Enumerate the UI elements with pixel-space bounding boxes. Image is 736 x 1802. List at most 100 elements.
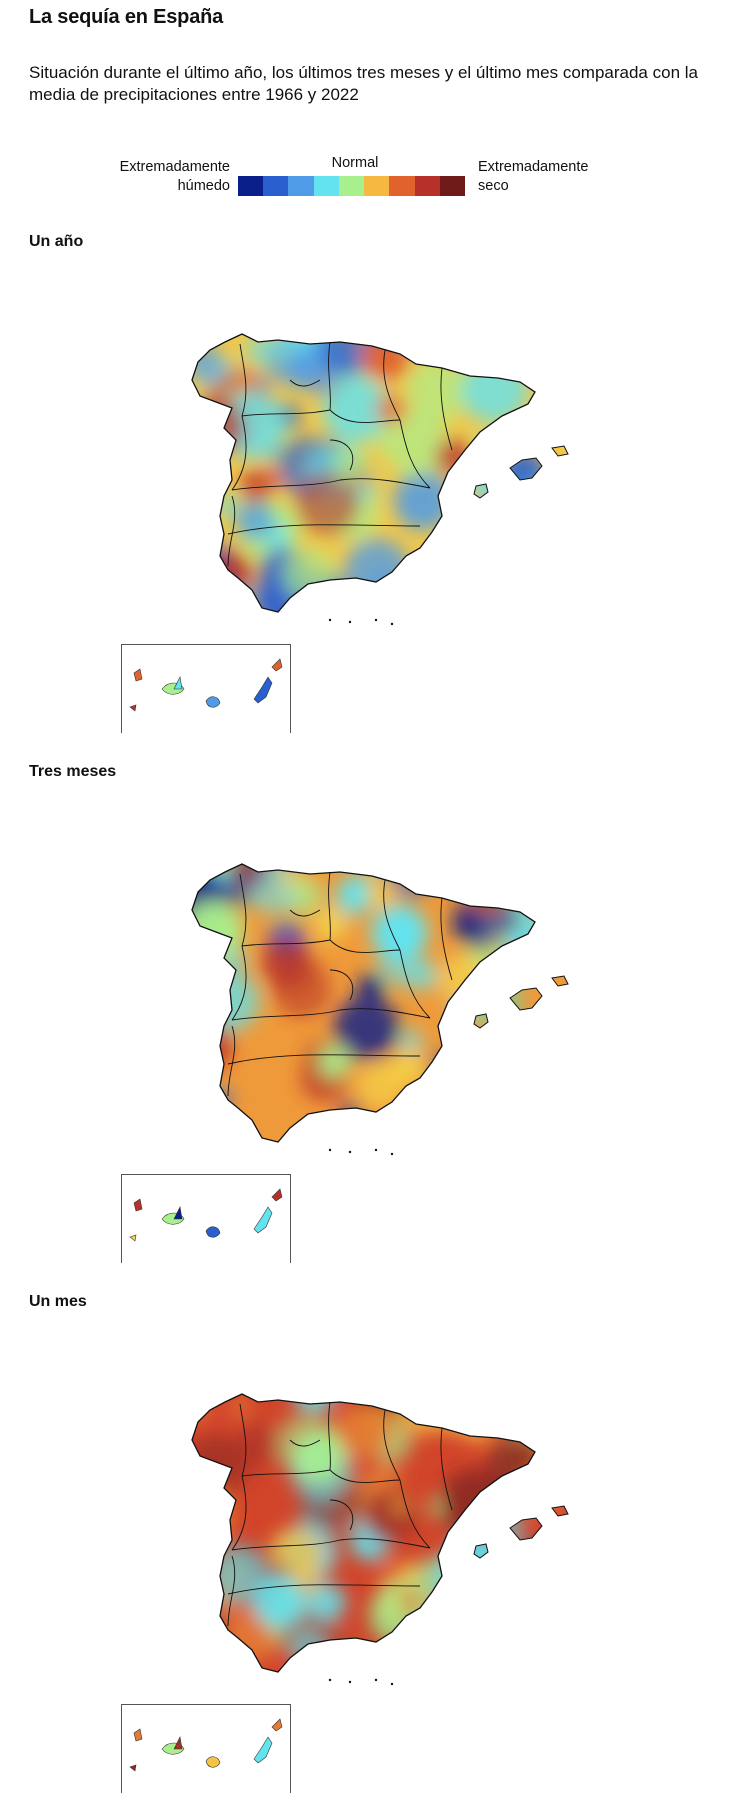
legend-normal-label: Normal xyxy=(331,155,379,171)
region-border xyxy=(227,524,421,535)
region-border xyxy=(239,343,247,417)
canary-island xyxy=(205,1226,221,1238)
region-border xyxy=(231,1539,341,1551)
precipitation-field xyxy=(192,334,568,612)
balearic-outline xyxy=(551,445,569,457)
canary-island xyxy=(173,676,183,690)
region-border xyxy=(227,1584,421,1595)
legend-swatch xyxy=(364,176,390,196)
spain-outline xyxy=(191,863,536,1143)
region-border xyxy=(227,1555,236,1627)
page-title: La sequía en España xyxy=(29,6,224,28)
region-border xyxy=(241,409,331,417)
region-border xyxy=(231,945,247,1021)
balearic-outline xyxy=(473,1013,489,1029)
canary-islands-map xyxy=(129,1188,283,1242)
legend-swatch xyxy=(313,176,339,196)
inset-canary-islands-tres-meses xyxy=(121,1174,291,1263)
spain-outline xyxy=(191,333,536,613)
legend-dry-label: Extremadamente seco xyxy=(478,158,588,196)
canary-island xyxy=(253,676,273,704)
minor-territory xyxy=(328,1678,332,1682)
balearic-outline xyxy=(473,483,489,499)
spain-outline xyxy=(191,1393,536,1673)
region-border xyxy=(328,871,331,941)
region-border xyxy=(329,969,354,1001)
region-border xyxy=(239,1403,247,1477)
panel-label-un-ano: Un año xyxy=(29,233,84,250)
legend-swatch xyxy=(414,176,440,196)
region-border xyxy=(329,439,354,471)
map-un-mes xyxy=(191,1393,569,1686)
balearic-outline xyxy=(509,457,543,481)
region-border xyxy=(383,349,401,421)
map-tres-meses xyxy=(191,863,569,1156)
minor-territory xyxy=(374,1148,378,1152)
minor-territory xyxy=(348,620,352,624)
canary-island xyxy=(133,668,143,682)
canary-island xyxy=(271,1718,283,1732)
inset-canary-islands-un-ano xyxy=(121,644,291,733)
region-border xyxy=(328,341,331,411)
legend-swatch xyxy=(389,176,415,196)
canary-island xyxy=(173,1206,183,1220)
canary-island xyxy=(253,1736,273,1764)
minor-territory xyxy=(348,1680,352,1684)
minor-territory xyxy=(374,618,378,622)
region-border xyxy=(329,409,401,423)
canary-islands-map xyxy=(129,1718,283,1772)
region-border xyxy=(289,909,321,917)
balearic-outline xyxy=(509,1517,543,1541)
region-border xyxy=(241,1469,331,1477)
region-border xyxy=(231,479,341,491)
page-subtitle: Situación durante el último año, los últ… xyxy=(29,63,698,104)
legend-dry-line2: seco xyxy=(478,178,509,194)
legend-swatch xyxy=(338,176,365,196)
legend-wet-label: Extremadamente húmedo xyxy=(120,158,230,196)
legend-swatch xyxy=(263,176,289,196)
minor-territory xyxy=(328,618,332,622)
legend-swatch xyxy=(439,176,465,196)
canary-island xyxy=(129,704,137,712)
region-border xyxy=(383,1409,401,1481)
balearic-outline xyxy=(473,1543,489,1559)
region-border xyxy=(329,1469,401,1483)
region-border xyxy=(440,897,453,981)
region-border xyxy=(399,949,431,1019)
inset-canary-islands-un-mes xyxy=(121,1704,291,1793)
canary-islands-map xyxy=(129,658,283,712)
panel-label-un-mes: Un mes xyxy=(29,1293,87,1310)
minor-territory xyxy=(348,1150,352,1154)
balearic-outline xyxy=(551,975,569,987)
legend-dry-line1: Extremadamente xyxy=(478,159,589,175)
balearic-outline xyxy=(551,1505,569,1517)
region-border xyxy=(399,1479,431,1549)
map-un-ano xyxy=(191,333,569,626)
region-border xyxy=(339,1008,431,1019)
region-border xyxy=(227,1025,236,1097)
canary-island xyxy=(271,1188,283,1202)
legend-color-bar xyxy=(238,176,465,196)
balearic-outline xyxy=(509,987,543,1011)
canary-island xyxy=(129,1234,137,1242)
legend-wet-line1: Extremadamente xyxy=(119,159,230,175)
canary-island xyxy=(271,658,283,672)
canary-island xyxy=(173,1736,183,1750)
canary-island xyxy=(133,1198,143,1212)
canary-island xyxy=(205,696,221,708)
color-legend: Extremadamente húmedo Normal Extremadame… xyxy=(0,150,736,200)
minor-territory xyxy=(390,622,394,626)
legend-wet-line2: húmedo xyxy=(177,178,230,194)
minor-territory xyxy=(390,1152,394,1156)
legend-swatch xyxy=(288,176,314,196)
canary-island xyxy=(133,1728,143,1742)
region-border xyxy=(227,495,236,567)
legend-swatch xyxy=(238,176,264,196)
region-border xyxy=(399,419,431,489)
region-border xyxy=(231,1009,341,1021)
region-border xyxy=(239,873,247,947)
canary-island xyxy=(205,1756,221,1768)
region-border xyxy=(328,1401,331,1471)
canary-island xyxy=(129,1764,137,1772)
panel-label-tres-meses: Tres meses xyxy=(29,763,117,780)
